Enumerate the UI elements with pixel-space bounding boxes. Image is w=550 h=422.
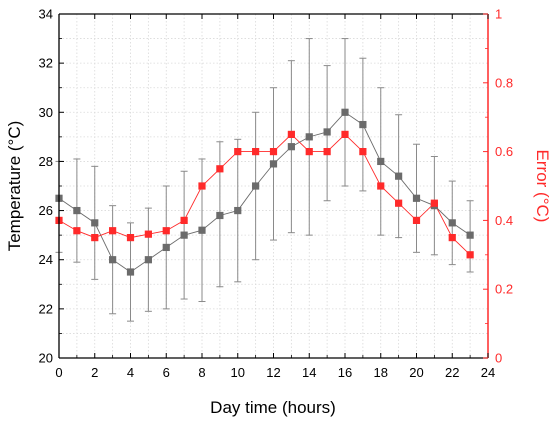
error-point (73, 227, 81, 235)
temperature-point (323, 128, 331, 136)
x-tick-label: 18 (374, 365, 388, 380)
x-tick-label: 12 (266, 365, 280, 380)
temperature-point (234, 206, 242, 215)
temperature-point (162, 243, 170, 252)
error-point (287, 130, 295, 138)
error-point (91, 234, 99, 242)
error-point (341, 130, 349, 138)
y-tick-label: 22 (39, 301, 53, 316)
error-point (109, 227, 117, 235)
y-tick-label: 34 (39, 7, 53, 22)
error-point (377, 182, 385, 190)
y-tick-label: 20 (39, 351, 53, 366)
x-tick-label: 16 (338, 365, 352, 380)
temperature-point (448, 219, 456, 227)
x-axis-label: Day time (hours) (210, 398, 336, 417)
temperature-point (216, 211, 224, 220)
y2-tick-label: 1 (495, 7, 502, 22)
temperature-point (377, 157, 385, 166)
y2-tick-label: 0.6 (495, 144, 513, 159)
temperature-line (58, 111, 471, 273)
temperature-point (144, 256, 152, 264)
y-axis-label: Temperature (°C) (5, 121, 24, 252)
temperature-point (412, 194, 421, 202)
x-tick-label: 10 (231, 365, 245, 380)
error-point (162, 227, 170, 235)
error-bars (55, 38, 474, 322)
temperature-point (252, 182, 260, 190)
error-point (305, 148, 313, 156)
series-lines (58, 111, 471, 273)
ticks: 0 2 4 6 8 10 12 14 16 18 20 22 24202224262830323400.… (39, 7, 514, 381)
temperature-point (395, 172, 403, 180)
x-tick-label: 14 (302, 365, 316, 380)
error-point (448, 234, 456, 242)
temperature-point (198, 226, 206, 234)
error-point (126, 234, 135, 242)
temperature-point (109, 256, 117, 264)
error-point (216, 165, 224, 173)
y2-axis-label: Error (°C) (533, 150, 550, 223)
temperature-point (180, 231, 188, 239)
x-tick-label: 6 (163, 365, 170, 380)
x-tick-label: 4 (127, 365, 134, 380)
y-tick-label: 26 (39, 203, 53, 218)
error-point (395, 199, 403, 207)
temperature-point (287, 143, 295, 151)
x-tick-label: 22 (445, 365, 459, 380)
error-point (252, 148, 260, 156)
x-tick-label: 2 (91, 365, 98, 380)
error-point (234, 148, 242, 156)
y-tick-label: 30 (39, 105, 53, 120)
error-line (58, 133, 471, 256)
y2-tick-label: 0.8 (495, 75, 513, 90)
y-tick-label: 32 (39, 56, 53, 71)
y2-tick-label: 0.2 (495, 282, 513, 297)
x-tick-label: 20 (409, 365, 423, 380)
temperature-point (269, 160, 278, 168)
y2-tick-label: 0 (495, 351, 502, 366)
error-point (180, 216, 188, 224)
temperature-point (359, 120, 367, 129)
temperature-point (73, 206, 81, 215)
error-point (359, 148, 367, 156)
temperature-point (466, 231, 474, 239)
error-point (430, 199, 438, 207)
y-tick-label: 24 (39, 252, 53, 267)
error-point (466, 251, 474, 259)
y2-tick-label: 0.4 (495, 213, 513, 228)
error-point (323, 148, 331, 156)
temperature-point (126, 268, 135, 276)
temperature-point (305, 133, 313, 141)
y-tick-label: 28 (39, 154, 53, 169)
x-tick-label: 24 (481, 365, 495, 380)
temperature-point (91, 219, 99, 227)
x-tick-label: 8 (198, 365, 205, 380)
error-point (144, 230, 152, 238)
error-point (269, 148, 278, 156)
error-point (198, 182, 206, 190)
temperature-point (341, 108, 349, 116)
x-tick-label: 0 (55, 365, 62, 380)
error-point (412, 216, 421, 224)
